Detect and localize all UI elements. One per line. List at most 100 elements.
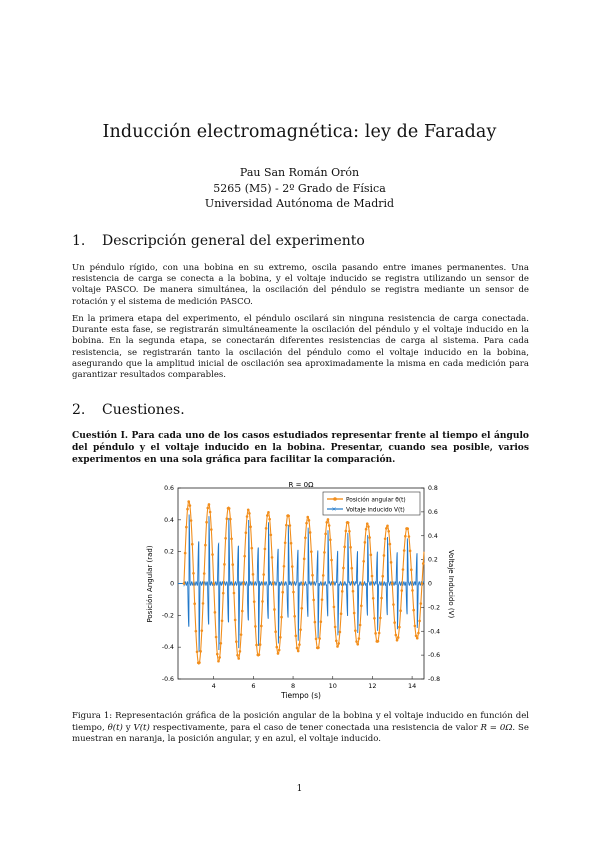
angle-point <box>282 564 286 568</box>
angle-point <box>308 531 312 534</box>
x-tick-label: 12 <box>368 682 376 690</box>
angle-point <box>323 551 326 554</box>
angle-point <box>287 514 290 518</box>
author-university: Universidad Autónoma de Madrid <box>204 197 395 210</box>
angle-point <box>352 611 356 615</box>
angle-point <box>244 531 248 534</box>
angle-point <box>374 632 377 635</box>
angle-point <box>419 602 423 605</box>
angle-point <box>408 549 412 553</box>
angle-point <box>183 551 187 555</box>
y-tick-label-left: -0.6 <box>162 676 174 683</box>
angle-point <box>211 553 214 556</box>
angle-point <box>348 530 351 533</box>
angle-point <box>268 517 271 521</box>
angle-point <box>357 637 361 640</box>
angle-point <box>350 566 354 570</box>
angle-point <box>292 590 295 594</box>
angle-point <box>421 562 425 565</box>
angle-point <box>411 589 414 592</box>
angle-point <box>396 636 400 639</box>
author-course: 5265 (M5) - 2º Grado de Física <box>213 181 386 195</box>
caption-mid-2: respectivamente, para el caso de tener c… <box>149 722 481 733</box>
legend-marker-angle <box>333 497 337 501</box>
angle-point <box>373 616 376 620</box>
angle-point <box>381 574 385 578</box>
angle-point <box>414 634 418 638</box>
angle-point <box>219 641 223 645</box>
angle-point <box>182 582 186 585</box>
angle-point <box>362 560 365 563</box>
angle-point <box>280 615 283 619</box>
angle-point <box>276 652 280 655</box>
angle-point <box>346 521 350 524</box>
angle-point <box>212 582 216 585</box>
angle-point <box>337 642 340 645</box>
angle-point <box>355 640 358 643</box>
angle-point <box>367 525 370 528</box>
angle-point <box>306 515 310 519</box>
angle-point <box>418 619 421 623</box>
angle-point <box>279 636 282 639</box>
caption-math-r: R = 0Ω <box>480 722 513 733</box>
y-tick-label-right: 0.6 <box>428 509 438 516</box>
angle-point <box>221 591 225 595</box>
angle-point <box>274 630 277 633</box>
angle-point <box>281 590 285 594</box>
angle-point <box>380 596 383 600</box>
page-number: 1 <box>296 784 303 794</box>
angle-point <box>225 517 229 521</box>
angle-point <box>329 538 332 542</box>
angle-point <box>295 646 299 650</box>
angle-point <box>217 659 220 663</box>
angle-point <box>415 636 419 640</box>
angle-point <box>342 566 345 570</box>
angle-point <box>263 547 267 551</box>
legend-label-angle: Posición angular θ(t) <box>346 497 406 504</box>
angle-point <box>267 511 270 514</box>
angle-point <box>265 514 269 517</box>
angle-point <box>187 500 191 503</box>
legend-box <box>322 491 421 516</box>
y-tick-label-right: -0.4 <box>428 628 440 635</box>
angle-point <box>364 527 368 531</box>
angle-point <box>389 561 393 564</box>
y-tick-label-left: 0.2 <box>164 549 174 556</box>
angle-voltage-chart: 4 6 8 10 12 14 -0.6 -0.4 -0.2 0 0.2 0.4 0.6 -0.8 -0.6 -… <box>146 481 455 700</box>
angle-point <box>311 573 314 577</box>
angle-point <box>273 608 276 611</box>
x-tick-label: 6 <box>251 682 255 690</box>
y-axis-label-right: Voltaje Inducido (V) <box>447 550 455 619</box>
angle-point <box>205 520 208 524</box>
angle-point <box>379 616 382 620</box>
angle-point <box>283 541 287 545</box>
angle-point <box>227 507 231 510</box>
angle-point <box>354 629 357 632</box>
angle-point <box>300 606 304 610</box>
angle-point <box>399 609 402 613</box>
angle-point <box>218 656 221 659</box>
angle-point <box>404 534 407 538</box>
angle-point <box>255 643 258 647</box>
y-tick-label-right: -0.2 <box>428 604 440 611</box>
angle-point <box>325 521 329 524</box>
x-axis-label: Tiempo (s) <box>280 691 321 700</box>
angle-point <box>213 611 217 614</box>
angle-point <box>246 508 250 512</box>
angle-point <box>249 525 252 529</box>
angle-point <box>321 574 325 577</box>
chart-title: R = 0Ω <box>289 481 315 489</box>
y-tick-label-right: 0.4 <box>428 533 438 540</box>
angle-point <box>293 615 296 618</box>
angle-point <box>257 653 261 657</box>
angle-point <box>336 645 339 648</box>
angle-point <box>233 618 237 622</box>
section-heading-1: 1. Descripción general del experimento <box>72 233 365 249</box>
caption-prefix: Figura 1: Representación gráfica de la p… <box>72 711 529 733</box>
angle-point <box>229 517 232 521</box>
angle-point <box>332 605 336 609</box>
angle-point <box>290 565 294 568</box>
angle-point <box>260 624 263 628</box>
angle-point <box>402 549 406 552</box>
angle-point <box>258 643 262 646</box>
